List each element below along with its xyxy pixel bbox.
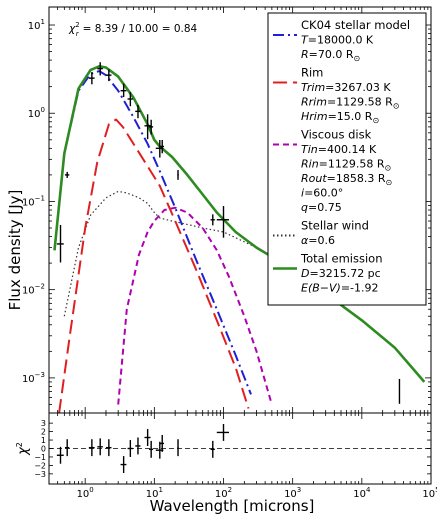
legend-param: Tin=400.14 K (301, 143, 377, 156)
y-tick-label: −2 (34, 461, 46, 470)
x-axis-label: Wavelength [microns] (150, 497, 315, 515)
y-tick-label: 1 (41, 436, 46, 445)
y-tick-label: 0 (41, 445, 46, 454)
y-tick-label: −3 (34, 470, 46, 479)
observation-point (127, 92, 133, 107)
series-stellar-line (53, 70, 252, 395)
residual-point (160, 434, 165, 452)
legend-title: CK04 stellar model (301, 18, 410, 32)
legend-param: q=0.75 (301, 201, 342, 214)
legend-box (267, 12, 427, 306)
legend-title: Stellar wind (301, 219, 369, 233)
legend-param: Rout=1858.3 R⊙ (301, 172, 392, 187)
residual-point (56, 446, 64, 464)
observation-point (216, 206, 229, 238)
residual-point (216, 423, 229, 441)
legend-param: Hrim=15.0 R⊙ (301, 110, 379, 125)
y-tick-label: 100 (28, 106, 45, 120)
legend-param: Rin=1129.58 R⊙ (301, 158, 391, 173)
observation-point (120, 83, 127, 98)
x-tick-label: 100 (77, 486, 94, 500)
legend: CK04 stellar model T=18000.0 KR=70.0 R⊙ Ri… (267, 12, 427, 306)
legend-param: Trim=3267.03 K (301, 81, 391, 94)
residual-point (127, 440, 133, 457)
observation-point (160, 139, 165, 154)
legend-param: α=0.6 (301, 234, 335, 247)
x-tick-label: 104 (353, 486, 371, 500)
sed-panel: 10−3 10−2 10−1 100 101 χ2 r = 8.39 / 10.00 = 0.… (22, 6, 432, 414)
residual-point (149, 440, 154, 458)
residual-point (88, 439, 95, 457)
legend-param: D=3215.72 pc (301, 267, 381, 280)
observation-point (64, 171, 70, 178)
observation-point (97, 62, 103, 76)
legend-param: R=70.0 R⊙ (301, 48, 360, 63)
legend-param: i=60.0° (301, 187, 343, 200)
observation-point (144, 114, 151, 140)
residual-y-label: χ2 (15, 442, 31, 456)
y-tick-label: 10−1 (22, 194, 45, 208)
x-tick-label: 105 (422, 486, 437, 500)
residual-points (56, 423, 229, 474)
legend-entry-stellar: CK04 stellar model T=18000.0 KR=70.0 R⊙ (273, 18, 410, 63)
y-tick-label: 10−2 (22, 283, 45, 297)
legend-title: Viscous disk (301, 128, 372, 142)
series-rim-line (58, 118, 250, 413)
residual-point (144, 429, 151, 446)
legend-title: Rim (301, 66, 323, 80)
chi-square-annotation: χ2 r = 8.39 / 10.00 = 0.84 (68, 21, 198, 38)
y-tick-label: −1 (34, 453, 46, 462)
y-tick-label: 101 (28, 18, 45, 32)
y-tick-label: 3 (41, 419, 46, 428)
legend-param: E(B−V)=-1.92 (301, 282, 379, 295)
legend-title: Total emission (300, 252, 383, 266)
observation-point (135, 104, 141, 119)
residual-point (177, 439, 179, 457)
residual-point (105, 439, 112, 457)
observed-photometry (56, 62, 401, 404)
residual-point (210, 440, 215, 458)
observation-point (149, 119, 154, 135)
y-axis-label: Flux density [Jy] (6, 190, 24, 311)
observation-point (56, 225, 64, 263)
legend-param: T=18000.0 K (301, 34, 374, 47)
y-tick-label: 2 (41, 428, 46, 437)
series-disk-line (117, 206, 273, 405)
y-tick-label: 10−3 (22, 371, 45, 385)
legend-param: Rrim=1129.58 R⊙ (301, 96, 400, 111)
observation-point (177, 170, 179, 180)
residual-point (64, 439, 70, 457)
residual-point (135, 437, 141, 455)
residual-point (120, 456, 127, 474)
observation-point (105, 69, 112, 82)
observation-point (210, 214, 215, 226)
observation-point (88, 72, 95, 85)
residual-point (97, 438, 103, 456)
